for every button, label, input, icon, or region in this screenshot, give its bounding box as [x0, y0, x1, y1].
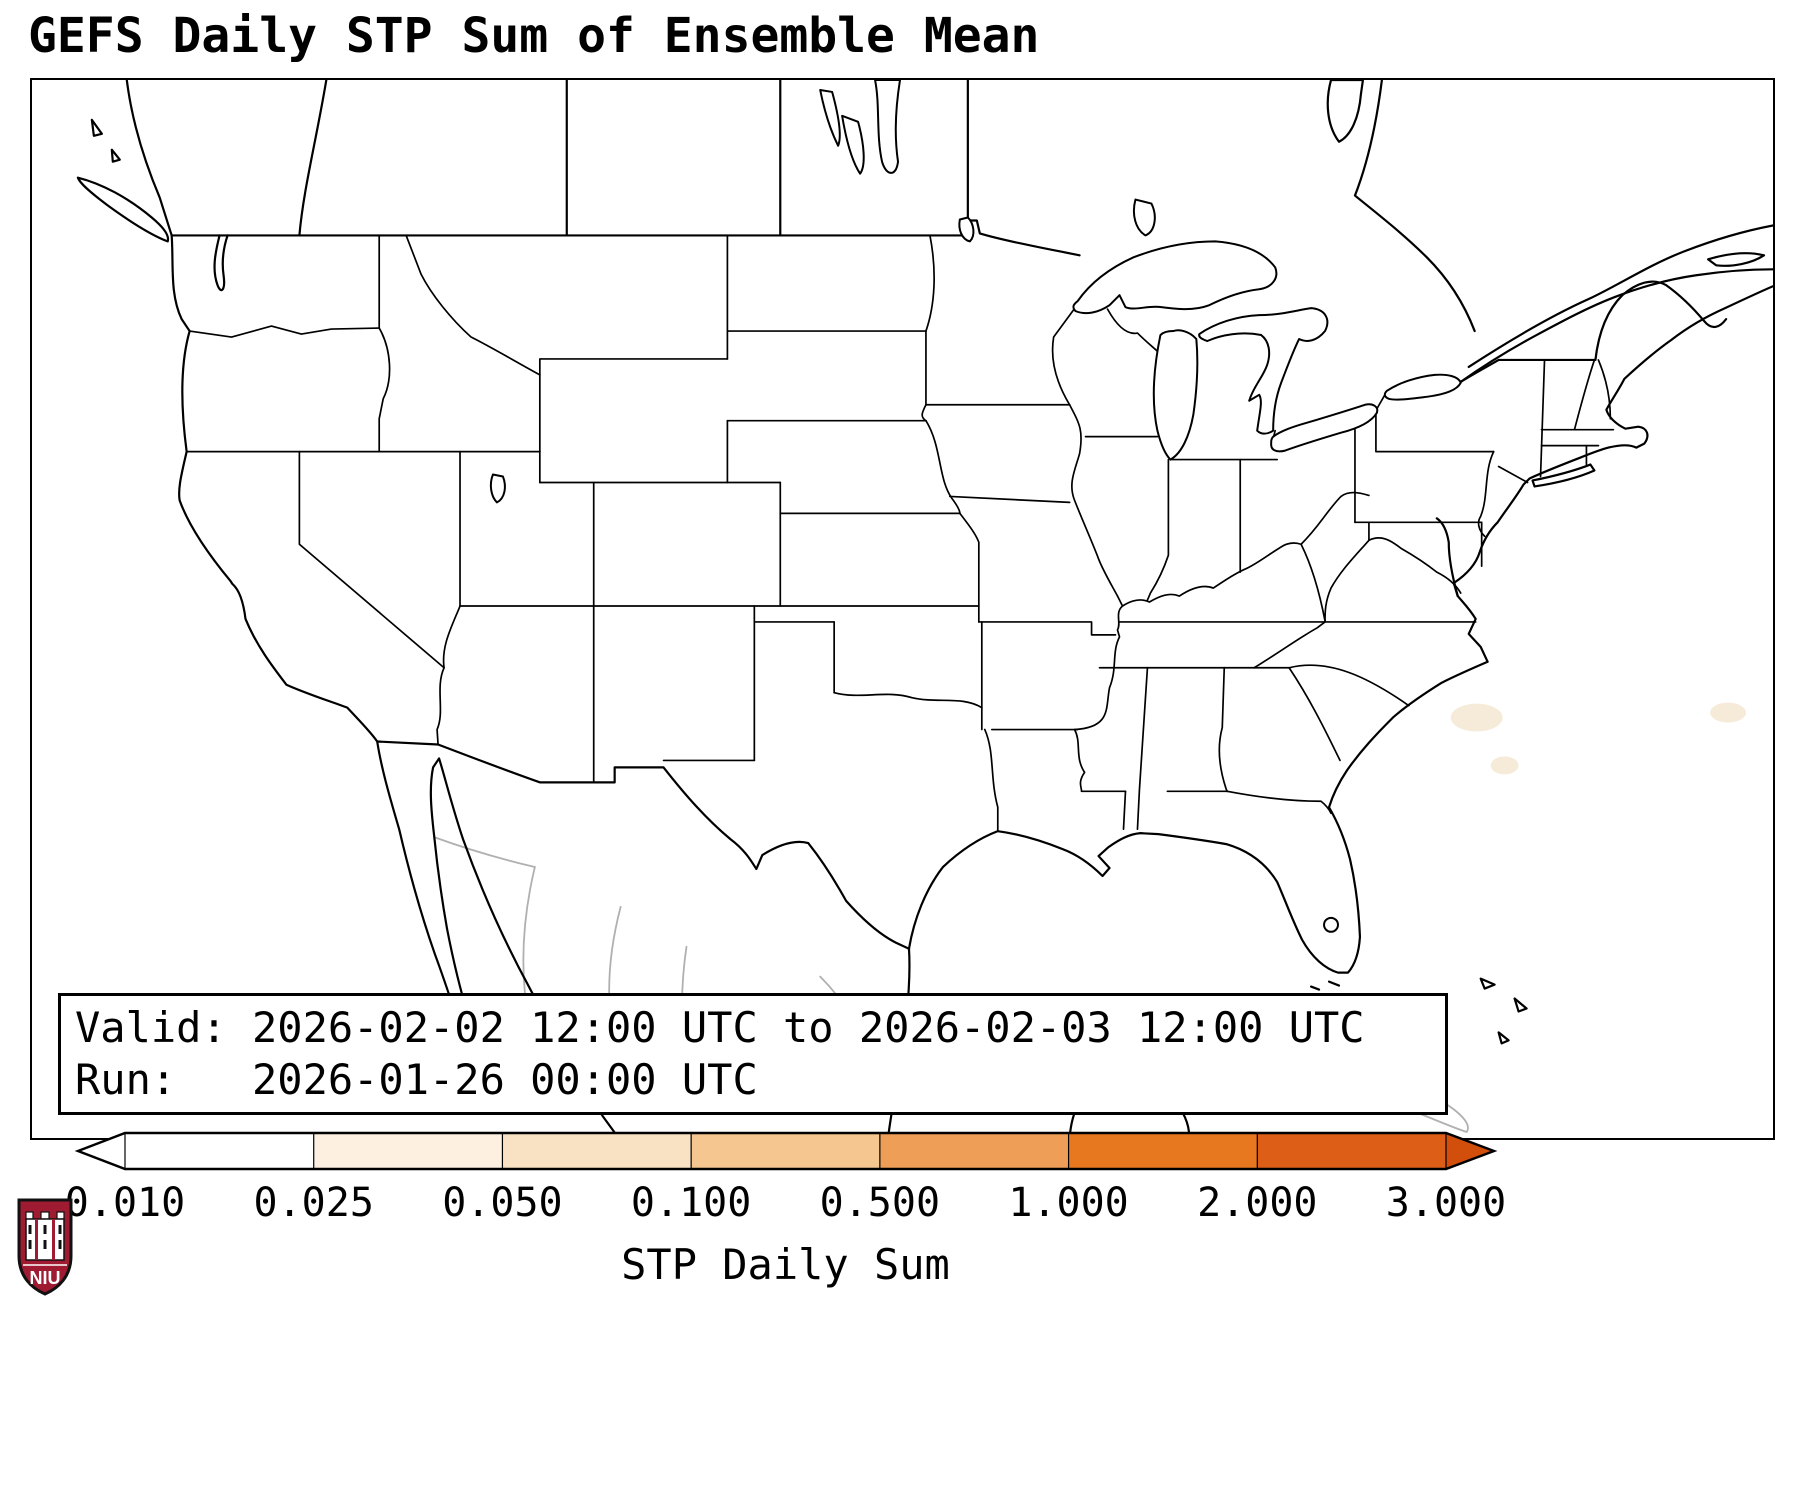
valid-run-info-box: Valid: 2026-02-02 12:00 UTC to 2026-02-0… — [58, 993, 1448, 1115]
castle-tower-right — [56, 1211, 65, 1220]
colorbar-tick: 0.050 — [442, 1180, 563, 1226]
valid-time-text: Valid: 2026-02-02 12:00 UTC to 2026-02-0… — [75, 1003, 1365, 1052]
colorbar-tick: 0.500 — [819, 1180, 941, 1226]
castle-window — [43, 1225, 47, 1234]
castle-window — [28, 1240, 32, 1249]
castle-divider — [35, 1219, 38, 1260]
colorbar-tick: 3.000 — [1385, 1180, 1507, 1226]
castle-divider — [52, 1219, 55, 1260]
castle-window — [43, 1240, 47, 1249]
great-lakes — [489, 80, 1462, 933]
run-time-text: Run: 2026-01-26 00:00 UTC — [75, 1055, 758, 1104]
state-borders — [185, 234, 1615, 833]
coastlines — [76, 80, 1773, 1138]
castle-window — [58, 1240, 62, 1249]
niu-logo-text: NIU — [30, 1268, 61, 1288]
colorbar-tick-labels: 0.010 0.025 0.050 0.100 0.500 1.000 2.000 3.000 — [65, 1180, 1510, 1226]
us-states-map — [76, 80, 1773, 1138]
castle-window — [28, 1225, 32, 1234]
map-panel — [30, 78, 1775, 1140]
colorbar — [74, 1131, 1498, 1171]
colorbar-tick: 0.100 — [630, 1180, 752, 1226]
colorbar-axis-label: STP Daily Sum — [621, 1240, 950, 1289]
colorbar-tick: 2.000 — [1197, 1180, 1318, 1226]
colorbar-tick: 0.025 — [253, 1180, 374, 1226]
colorbar-tick: 0.010 — [64, 1180, 186, 1226]
castle-tower-left — [25, 1211, 34, 1220]
niu-logo: NIU — [17, 1198, 73, 1296]
castle-tower-mid — [40, 1211, 50, 1220]
colorbar-tick: 1.000 — [1008, 1180, 1129, 1226]
castle-window — [58, 1225, 62, 1234]
figure-title: GEFS Daily STP Sum of Ensemble Mean — [28, 8, 1040, 64]
